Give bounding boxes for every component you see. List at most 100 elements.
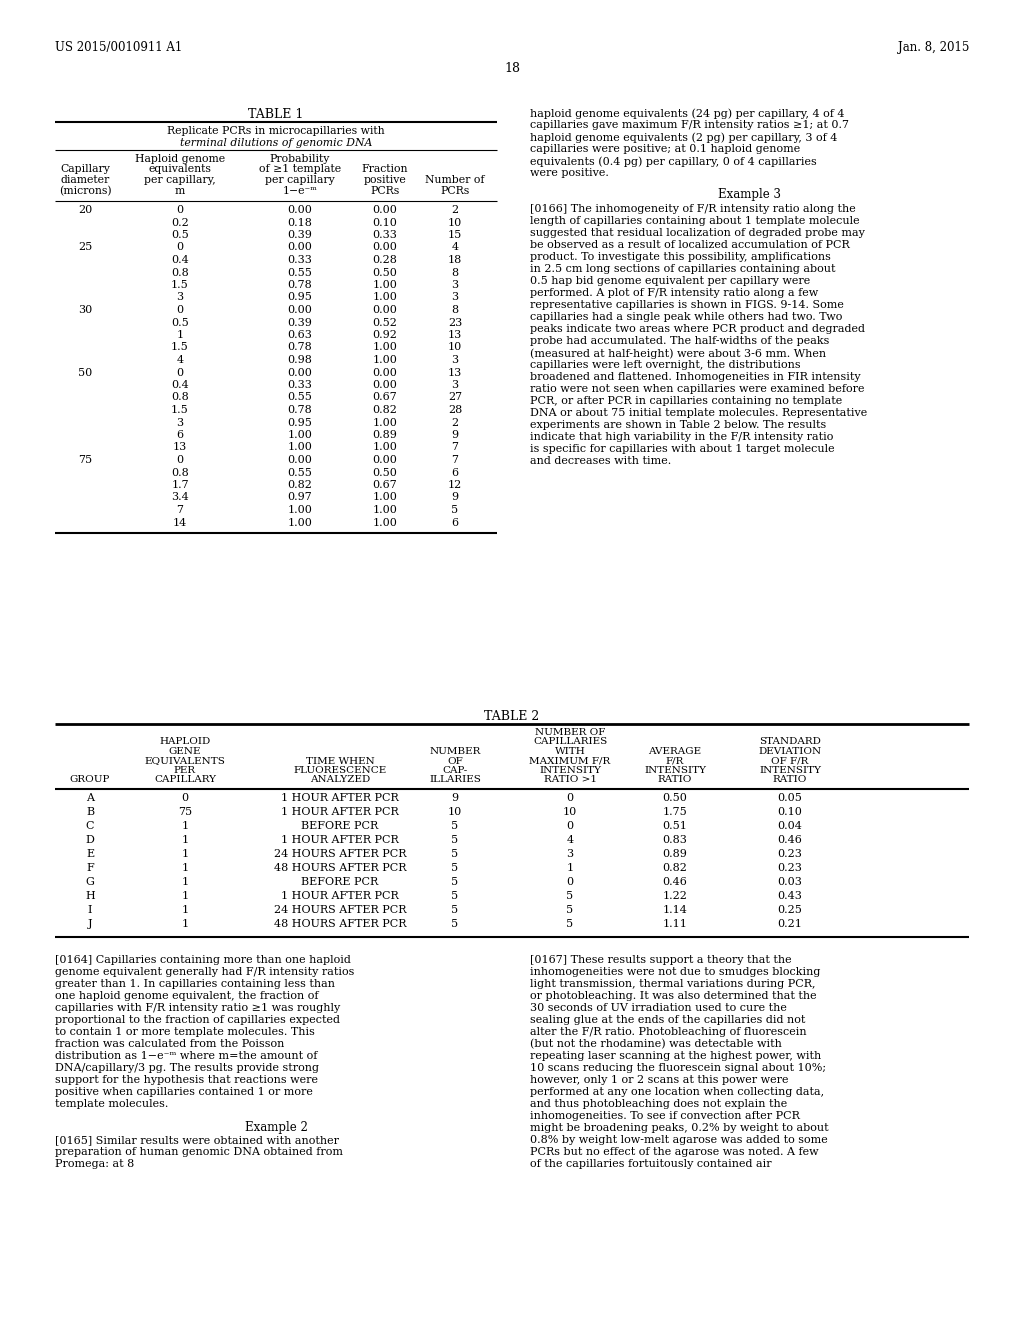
Text: capillaries were left overnight, the distributions: capillaries were left overnight, the dis… [530, 360, 801, 370]
Text: 1.00: 1.00 [373, 280, 397, 290]
Text: is specific for capillaries with about 1 target molecule: is specific for capillaries with about 1… [530, 444, 835, 454]
Text: 1.5: 1.5 [171, 405, 188, 414]
Text: Haploid genome: Haploid genome [135, 154, 225, 164]
Text: H: H [85, 891, 95, 902]
Text: TIME WHEN: TIME WHEN [305, 756, 375, 766]
Text: WITH: WITH [555, 747, 586, 756]
Text: 1.00: 1.00 [288, 506, 312, 515]
Text: EQUIVALENTS: EQUIVALENTS [144, 756, 225, 766]
Text: 20: 20 [78, 205, 92, 215]
Text: 0.82: 0.82 [663, 863, 687, 873]
Text: 0.95: 0.95 [288, 417, 312, 428]
Text: [0167] These results support a theory that the: [0167] These results support a theory th… [530, 954, 792, 965]
Text: 5: 5 [452, 906, 459, 915]
Text: 1 HOUR AFTER PCR: 1 HOUR AFTER PCR [282, 807, 399, 817]
Text: greater than 1. In capillaries containing less than: greater than 1. In capillaries containin… [55, 979, 335, 989]
Text: 0.39: 0.39 [288, 318, 312, 327]
Text: Promega: at 8: Promega: at 8 [55, 1159, 134, 1170]
Text: 0.00: 0.00 [373, 380, 397, 389]
Text: 0.55: 0.55 [288, 268, 312, 277]
Text: Fraction: Fraction [361, 165, 409, 174]
Text: 0.98: 0.98 [288, 355, 312, 366]
Text: 5: 5 [452, 891, 459, 902]
Text: 0.78: 0.78 [288, 342, 312, 352]
Text: PCRs: PCRs [371, 186, 399, 195]
Text: 24 HOURS AFTER PCR: 24 HOURS AFTER PCR [273, 906, 407, 915]
Text: 0.00: 0.00 [373, 455, 397, 465]
Text: 8: 8 [452, 268, 459, 277]
Text: 1.00: 1.00 [373, 442, 397, 453]
Text: DEVIATION: DEVIATION [759, 747, 821, 756]
Text: 1 HOUR AFTER PCR: 1 HOUR AFTER PCR [282, 891, 399, 902]
Text: 0.50: 0.50 [663, 793, 687, 803]
Text: 0.05: 0.05 [777, 793, 803, 803]
Text: 0: 0 [566, 876, 573, 887]
Text: 9: 9 [452, 492, 459, 503]
Text: 0.51: 0.51 [663, 821, 687, 832]
Text: 1: 1 [181, 891, 188, 902]
Text: representative capillaries is shown in FIGS. 9-14. Some: representative capillaries is shown in F… [530, 300, 844, 310]
Text: 0.10: 0.10 [373, 218, 397, 227]
Text: 0.2: 0.2 [171, 218, 188, 227]
Text: 2: 2 [452, 205, 459, 215]
Text: 3: 3 [452, 380, 459, 389]
Text: 5: 5 [452, 876, 459, 887]
Text: peaks indicate two areas where PCR product and degraded: peaks indicate two areas where PCR produ… [530, 323, 865, 334]
Text: 0.55: 0.55 [288, 467, 312, 478]
Text: of ≥1 template: of ≥1 template [259, 165, 341, 174]
Text: 0: 0 [566, 793, 573, 803]
Text: 0.83: 0.83 [663, 836, 687, 845]
Text: 0.00: 0.00 [288, 455, 312, 465]
Text: INTENSITY: INTENSITY [644, 766, 706, 775]
Text: 1: 1 [181, 906, 188, 915]
Text: 27: 27 [447, 392, 462, 403]
Text: 0.04: 0.04 [777, 821, 803, 832]
Text: 0.00: 0.00 [288, 367, 312, 378]
Text: 18: 18 [504, 62, 520, 74]
Text: 9: 9 [452, 430, 459, 440]
Text: CAPILLARY: CAPILLARY [154, 776, 216, 784]
Text: 10: 10 [447, 218, 462, 227]
Text: 0.52: 0.52 [373, 318, 397, 327]
Text: light transmission, thermal variations during PCR,: light transmission, thermal variations d… [530, 979, 815, 989]
Text: F: F [86, 863, 94, 873]
Text: Replicate PCRs in microcapillaries with: Replicate PCRs in microcapillaries with [167, 125, 385, 136]
Text: C: C [86, 821, 94, 832]
Text: 3: 3 [176, 293, 183, 302]
Text: J: J [88, 919, 92, 929]
Text: 15: 15 [447, 230, 462, 240]
Text: 0.50: 0.50 [373, 467, 397, 478]
Text: inhomogeneities. To see if convection after PCR: inhomogeneities. To see if convection af… [530, 1111, 800, 1121]
Text: 0.78: 0.78 [288, 280, 312, 290]
Text: 0.33: 0.33 [288, 255, 312, 265]
Text: 4: 4 [452, 243, 459, 252]
Text: ANALYZED: ANALYZED [310, 776, 370, 784]
Text: 0.18: 0.18 [288, 218, 312, 227]
Text: PER: PER [174, 766, 196, 775]
Text: STANDARD: STANDARD [759, 738, 821, 747]
Text: 5: 5 [452, 863, 459, 873]
Text: terminal dilutions of genomic DNA: terminal dilutions of genomic DNA [180, 139, 372, 148]
Text: (microns): (microns) [58, 186, 112, 195]
Text: 1.00: 1.00 [288, 517, 312, 528]
Text: 1: 1 [181, 919, 188, 929]
Text: haploid genome equivalents (2 pg) per capillary, 3 of 4: haploid genome equivalents (2 pg) per ca… [530, 132, 838, 143]
Text: ILLARIES: ILLARIES [429, 776, 481, 784]
Text: OF: OF [447, 756, 463, 766]
Text: 5: 5 [566, 906, 573, 915]
Text: NUMBER: NUMBER [429, 747, 480, 756]
Text: 1.75: 1.75 [663, 807, 687, 817]
Text: 0.8: 0.8 [171, 268, 188, 277]
Text: 0.63: 0.63 [288, 330, 312, 341]
Text: 0.39: 0.39 [288, 230, 312, 240]
Text: 14: 14 [173, 517, 187, 528]
Text: 3.4: 3.4 [171, 492, 188, 503]
Text: haploid genome equivalents (24 pg) per capillary, 4 of 4: haploid genome equivalents (24 pg) per c… [530, 108, 845, 119]
Text: (but not the rhodamine) was detectable with: (but not the rhodamine) was detectable w… [530, 1039, 782, 1049]
Text: 0.5: 0.5 [171, 230, 188, 240]
Text: diameter: diameter [60, 176, 110, 185]
Text: RATIO: RATIO [773, 776, 807, 784]
Text: were positive.: were positive. [530, 168, 609, 178]
Text: 0: 0 [181, 793, 188, 803]
Text: 0.33: 0.33 [288, 380, 312, 389]
